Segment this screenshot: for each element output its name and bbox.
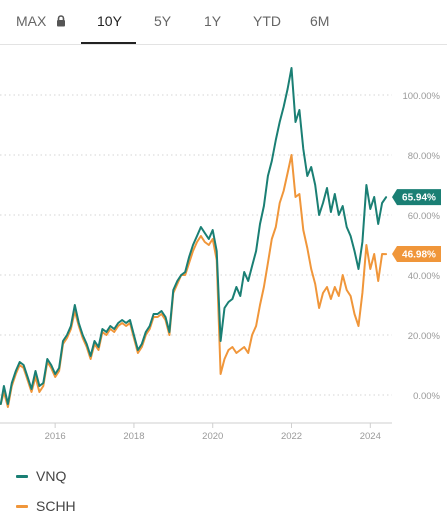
y-tick-label: 0.00% (413, 391, 440, 402)
tab-5y-label: 5Y (154, 13, 172, 29)
tab-ytd-label: YTD (253, 13, 281, 29)
y-tick-label: 80.00% (408, 151, 441, 162)
series-line-schh (0, 154, 388, 408)
y-tick-label: 20.00% (408, 331, 441, 342)
legend-label-vnq: VNQ (36, 468, 67, 484)
y-tick-label: 60.00% (408, 211, 441, 222)
x-tick-label: 2018 (123, 431, 144, 442)
y-tick-label: 40.00% (408, 271, 441, 282)
legend-label-schh: SCHH (36, 498, 76, 514)
active-tab-indicator (81, 42, 136, 44)
tab-max-label: MAX (16, 13, 47, 29)
value-label-vnq: 65.94% (402, 193, 436, 204)
tab-10y[interactable]: 10Y (97, 11, 122, 31)
x-tick-label: 2020 (202, 431, 223, 442)
tab-ytd[interactable]: YTD (253, 11, 281, 31)
tab-1y-label: 1Y (204, 13, 222, 29)
tab-1y[interactable]: 1Y (204, 11, 221, 31)
y-tick-label: 100.00% (402, 91, 440, 102)
value-badge-schh (392, 246, 441, 263)
legend-item-vnq[interactable]: VNQ (16, 466, 76, 486)
value-badge-vnq (392, 189, 441, 206)
x-tick-label: 2024 (360, 431, 381, 442)
series-line-vnq (0, 67, 388, 405)
legend-swatch-schh (16, 505, 28, 508)
tab-max[interactable]: MAX (16, 11, 66, 31)
range-tabs: MAX 10Y 5Y 1Y YTD 6M (0, 0, 447, 44)
x-tick-label: 2016 (45, 431, 66, 442)
tabs-divider (0, 44, 447, 45)
tab-6m[interactable]: 6M (310, 11, 329, 31)
legend-swatch-vnq (16, 475, 28, 478)
x-tick-label: 2022 (281, 431, 302, 442)
tab-10y-label: 10Y (97, 13, 122, 29)
performance-chart[interactable]: 0.00% 20.00% 40.00% 60.00% 80.00% 100.00% 2016… (0, 45, 447, 445)
tab-5y[interactable]: 5Y (154, 11, 171, 31)
tab-6m-label: 6M (310, 13, 330, 29)
lock-icon (56, 12, 66, 32)
legend-item-schh[interactable]: SCHH (16, 496, 86, 516)
value-label-schh: 46.98% (402, 250, 436, 261)
